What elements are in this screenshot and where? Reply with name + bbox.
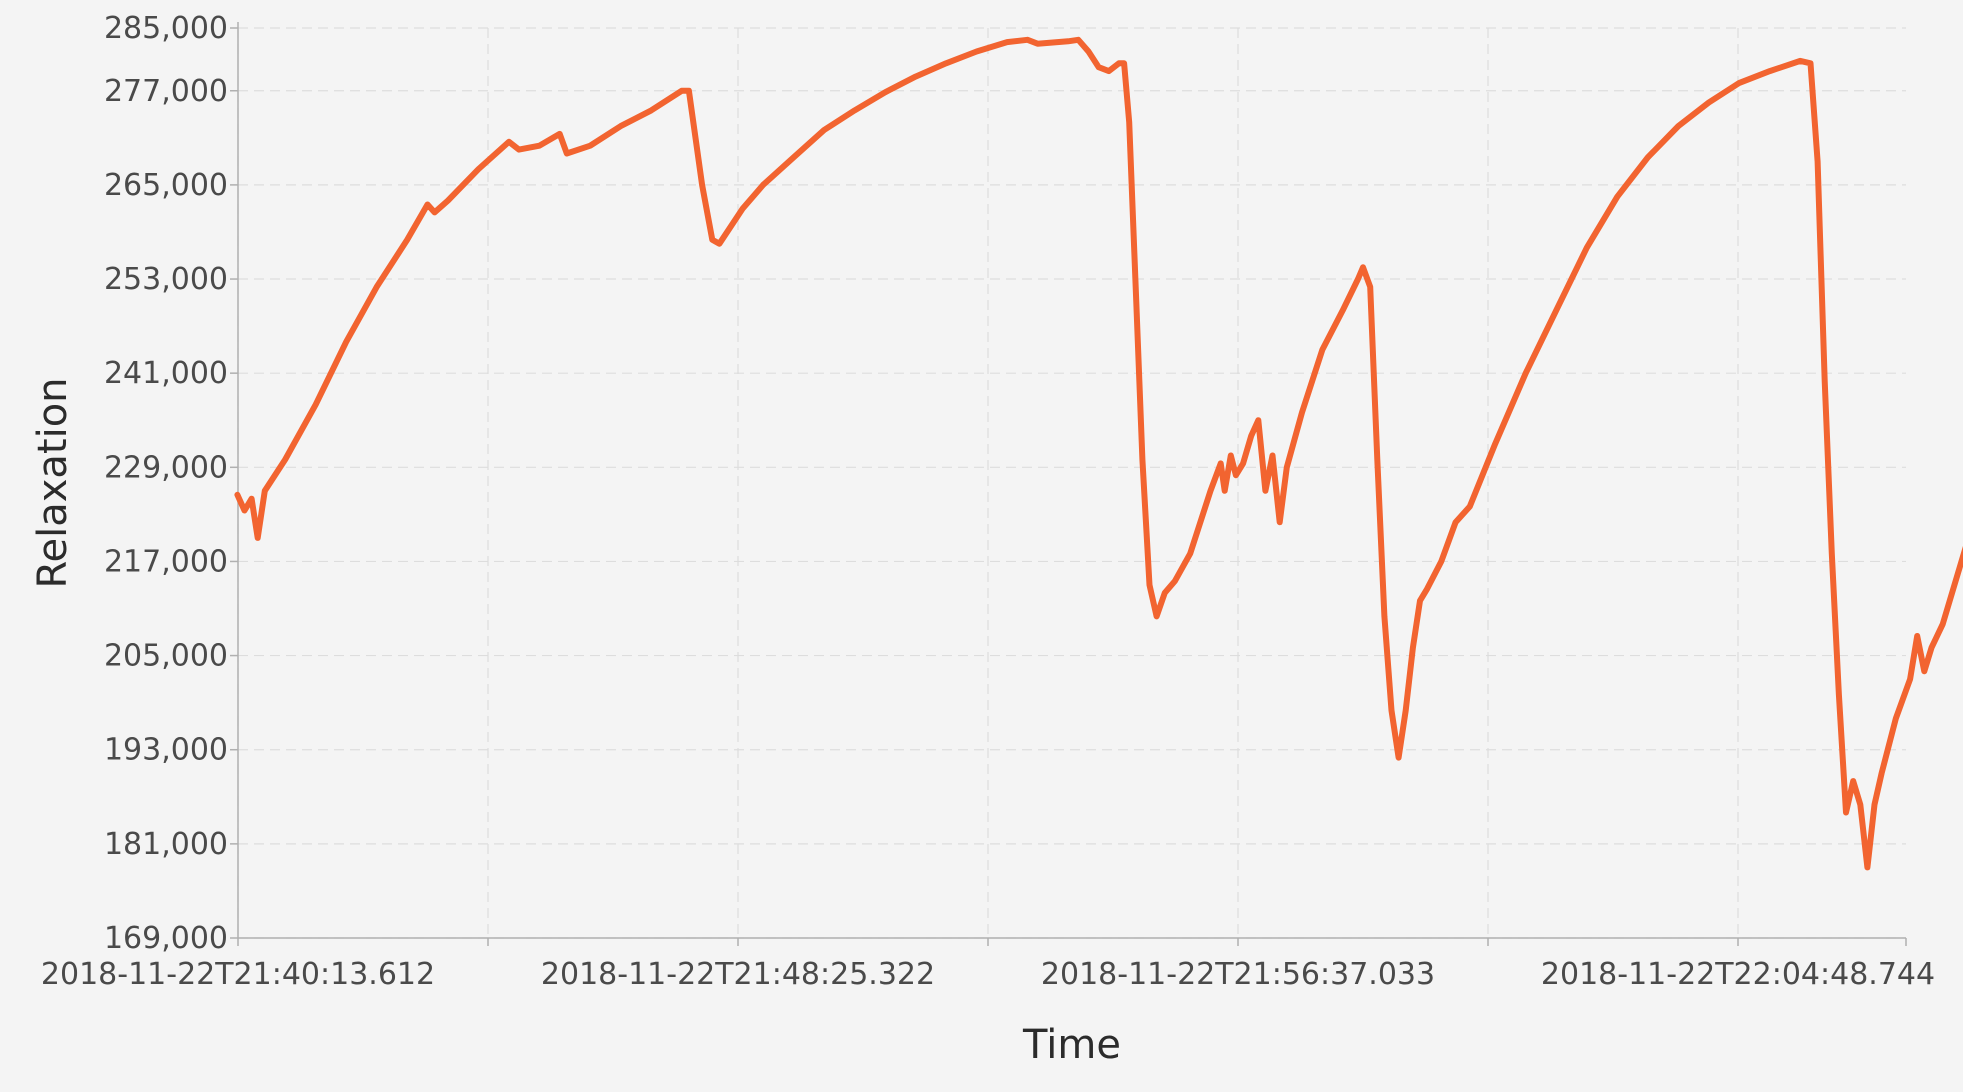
- y-tick-label: 277,000: [104, 74, 228, 109]
- y-tick-label: 253,000: [104, 262, 228, 297]
- y-tick-label: 241,000: [104, 356, 228, 391]
- y-tick-label: 217,000: [104, 544, 228, 579]
- y-axis-ticks: 169,000 181,000 193,000 205,000 217,000 229,0…: [104, 11, 238, 956]
- series-line: [234, 36, 1963, 871]
- y-tick-label: 205,000: [104, 639, 228, 674]
- y-tick-label: 169,000: [104, 921, 228, 956]
- x-tick-label: 2018-11-22T22:04:48.744: [1541, 957, 1935, 992]
- y-tick-label: 285,000: [104, 11, 228, 46]
- y-tick-label: 181,000: [104, 827, 228, 862]
- x-axis-ticks: 2018-11-22T21:40:13.612 2018-11-22T21:48:…: [41, 938, 1935, 992]
- x-tick-label: 2018-11-22T21:40:13.612: [41, 957, 435, 992]
- x-tick-label: 2018-11-22T21:56:37.033: [1041, 957, 1435, 992]
- y-tick-label: 229,000: [104, 450, 228, 485]
- x-tick-label: 2018-11-22T21:48:25.322: [541, 957, 935, 992]
- y-axis-title: Relaxation: [30, 377, 76, 588]
- y-tick-label: 193,000: [104, 733, 228, 768]
- y-tick-label: 265,000: [104, 168, 228, 203]
- x-axis-title: Time: [1022, 1022, 1121, 1068]
- axes: [237, 22, 1906, 939]
